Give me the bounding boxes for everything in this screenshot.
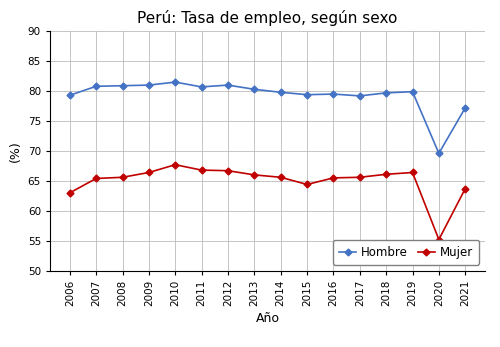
Y-axis label: (%): (%) <box>9 140 22 162</box>
Hombre <box>383 91 389 95</box>
Hombre <box>278 90 283 94</box>
Hombre <box>436 151 442 155</box>
Mujer <box>172 163 178 167</box>
Mujer <box>225 169 231 173</box>
Hombre <box>67 93 73 98</box>
Hombre <box>93 84 99 88</box>
Hombre <box>330 92 336 96</box>
Mujer <box>357 175 363 179</box>
Hombre <box>198 85 204 89</box>
Mujer <box>436 237 442 242</box>
Mujer <box>410 170 416 175</box>
Hombre <box>252 87 258 91</box>
Mujer <box>304 183 310 187</box>
Mujer <box>330 176 336 180</box>
Mujer <box>383 172 389 176</box>
Mujer <box>278 175 283 179</box>
Title: Perú: Tasa de empleo, según sexo: Perú: Tasa de empleo, según sexo <box>138 10 398 26</box>
Line: Mujer: Mujer <box>68 162 468 242</box>
Mujer <box>198 168 204 172</box>
Hombre <box>120 84 126 88</box>
Line: Hombre: Hombre <box>68 80 468 156</box>
Hombre <box>225 83 231 87</box>
Mujer <box>252 173 258 177</box>
Hombre <box>357 94 363 98</box>
Hombre <box>172 80 178 84</box>
Mujer <box>462 187 468 191</box>
Mujer <box>120 175 126 179</box>
Hombre <box>462 106 468 110</box>
Mujer <box>67 191 73 195</box>
Hombre <box>146 83 152 87</box>
Mujer <box>146 170 152 175</box>
Hombre <box>304 93 310 97</box>
Hombre <box>410 90 416 94</box>
Mujer <box>93 176 99 180</box>
X-axis label: Año: Año <box>256 312 280 324</box>
Legend: Hombre, Mujer: Hombre, Mujer <box>333 240 479 265</box>
